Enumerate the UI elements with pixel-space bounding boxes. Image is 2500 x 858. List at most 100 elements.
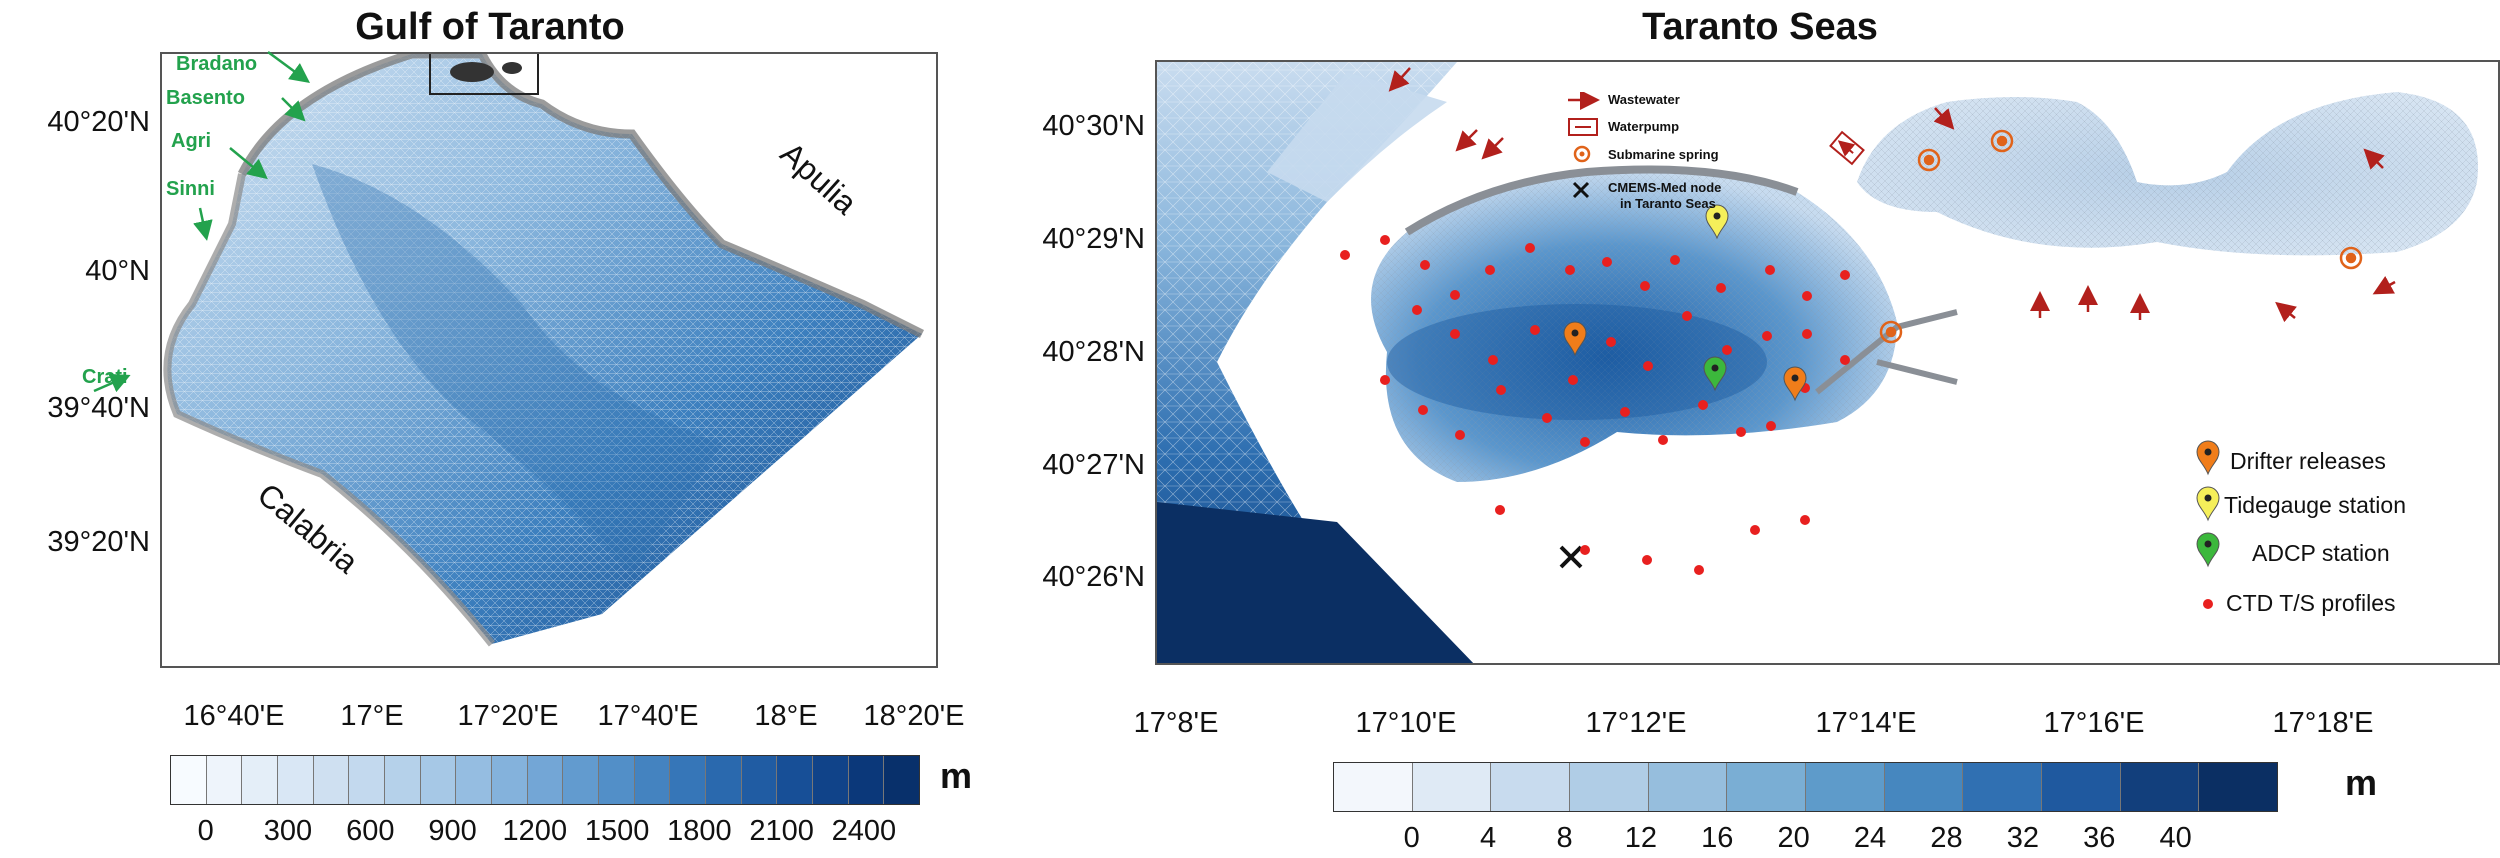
left-lat-label: 40°20'N <box>47 106 150 138</box>
colorbar-tick-label: 24 <box>1853 822 1887 854</box>
left-lat-label: 39°40'N <box>47 392 150 424</box>
colorbar-swatch <box>599 756 635 804</box>
right-colorbar-unit: m <box>2345 762 2378 803</box>
river-arrows <box>93 50 311 393</box>
ctd-profile-dot <box>1380 375 1390 385</box>
ctd-profile-dot <box>1698 400 1708 410</box>
river-label-basento: Basento <box>166 87 245 109</box>
ctd-profile-dot <box>1496 385 1506 395</box>
map-markers <box>1340 67 2396 575</box>
taranto-map-frame <box>1155 60 2500 665</box>
colorbar-swatch <box>1727 763 1807 811</box>
ctd-profile-dot <box>1485 265 1495 275</box>
legend-tidegauge-pin <box>2196 486 2220 522</box>
colorbar-tick-label: 4 <box>1480 822 1497 854</box>
colorbar-tick-label: 12 <box>1624 822 1658 854</box>
left-lon-label: 17°40'E <box>597 700 699 732</box>
colorbar-tick-label: 28 <box>1930 822 1963 854</box>
colorbar-tick-label: 1200 <box>502 815 568 847</box>
ctd-profile-dot <box>1450 290 1460 300</box>
colorbar-tick-label: 16 <box>1701 822 1734 854</box>
left-lat-label: 40°N <box>85 255 150 287</box>
colorbar-swatch <box>456 756 493 804</box>
ctd-profile-dot <box>1840 355 1850 365</box>
left-lon-label: 18°20'E <box>863 700 965 732</box>
right-lat-label: 40°30'N <box>1042 110 1145 142</box>
submarine-springs <box>1879 129 2363 344</box>
right-lon-label: 17°10'E <box>1355 707 1457 739</box>
taranto-mesh-map <box>1157 62 2478 663</box>
ctd-profile-dot <box>1412 305 1422 315</box>
ctd-profile-dot <box>1716 283 1726 293</box>
ctd-profile-dot <box>1568 375 1578 385</box>
ctd-profile-dot <box>1420 260 1430 270</box>
ctd-profile-dot <box>1418 405 1428 415</box>
legend-cmems-node: CMEMS-Med node <box>1608 180 1722 195</box>
legend-submarine-spring: Submarine spring <box>1608 147 1719 162</box>
right-lat-label: 40°29'N <box>1042 223 1145 255</box>
legend-wastewater: Wastewater <box>1608 92 1680 107</box>
river-label-bradano: Bradano <box>176 53 258 75</box>
right-lon-label: 17°12'E <box>1585 707 1687 739</box>
colorbar-swatch <box>741 756 778 804</box>
ctd-profile-dot <box>1800 515 1810 525</box>
legend-adcp-pin <box>2196 532 2220 568</box>
colorbar-tick-label: 2100 <box>749 815 814 847</box>
colorbar-swatch <box>1963 763 2043 811</box>
colorbar-swatch <box>385 756 421 804</box>
left-lon-label: 17°20'E <box>457 700 559 732</box>
ctd-profile-dot <box>1565 265 1575 275</box>
river-label-sinni: Sinni <box>166 178 215 200</box>
ctd-profile-dot <box>1840 270 1850 280</box>
ctd-profile-dot <box>1455 430 1465 440</box>
ctd-profile-dot <box>1766 421 1776 431</box>
colorbar-swatch <box>2199 763 2278 811</box>
colorbar-swatch <box>206 756 243 804</box>
ctd-profile-dot <box>1495 505 1505 515</box>
ctd-profile-dot <box>1450 329 1460 339</box>
ctd-profile-dot <box>1525 243 1535 253</box>
station-pins <box>1563 204 1807 402</box>
ctd-profile-dot <box>1640 281 1650 291</box>
colorbar-swatch <box>313 756 350 804</box>
colorbar-swatch <box>1806 763 1885 811</box>
ctd-profile-dot <box>1736 427 1746 437</box>
ctd-profile-dot <box>1694 565 1704 575</box>
colorbar-tick-label: 0 <box>1403 822 1420 854</box>
ctd-profile-dot <box>1580 437 1590 447</box>
colorbar-tick-label: 1500 <box>584 815 650 847</box>
left-lat-label: 39°20'N <box>47 526 150 558</box>
right-panel-title: Taranto Seas <box>1642 6 1878 48</box>
legend-adcp-station: ADCP station <box>2252 540 2390 566</box>
colorbar-swatch <box>2042 763 2121 811</box>
ctd-profile-dot <box>1580 545 1590 555</box>
ctd-profile-dot <box>1542 413 1552 423</box>
colorbar-swatch <box>1412 763 1492 811</box>
colorbar-tick-label: 32 <box>2006 822 2039 854</box>
colorbar-swatch <box>171 756 207 804</box>
right-lat-label: 40°26'N <box>1042 561 1145 593</box>
ctd-profile-dot <box>1340 250 1350 260</box>
right-lon-label: 17°14'E <box>1815 707 1917 739</box>
ctd-profile-dot <box>1606 337 1616 347</box>
wastewater-arrows <box>1388 67 2396 323</box>
ctd-profile-dot <box>1802 329 1812 339</box>
colorbar-swatch <box>634 756 671 804</box>
legend-cmems-node-line2: in Taranto Seas <box>1620 196 1716 211</box>
colorbar-tick-label: 20 <box>1777 822 1810 854</box>
taranto-inset-box <box>429 54 539 95</box>
right-depth-colorbar <box>1333 762 2278 812</box>
colorbar-swatch <box>1570 763 1649 811</box>
colorbar-swatch <box>884 756 920 804</box>
ctd-profile-dot <box>1670 255 1680 265</box>
adcp-station-pin <box>1703 356 1727 392</box>
river-label-agri: Agri <box>171 130 211 152</box>
ctd-profile-dot <box>1620 407 1630 417</box>
left-lon-label: 17°E <box>340 700 404 732</box>
colorbar-swatch <box>563 756 600 804</box>
legend-drifter-releases: Drifter releases <box>2230 448 2386 474</box>
ctd-profile-dot <box>1380 235 1390 245</box>
colorbar-swatch <box>420 756 457 804</box>
left-panel-title: Gulf of Taranto <box>355 6 625 48</box>
tidegauge-station-pin <box>1705 204 1729 240</box>
